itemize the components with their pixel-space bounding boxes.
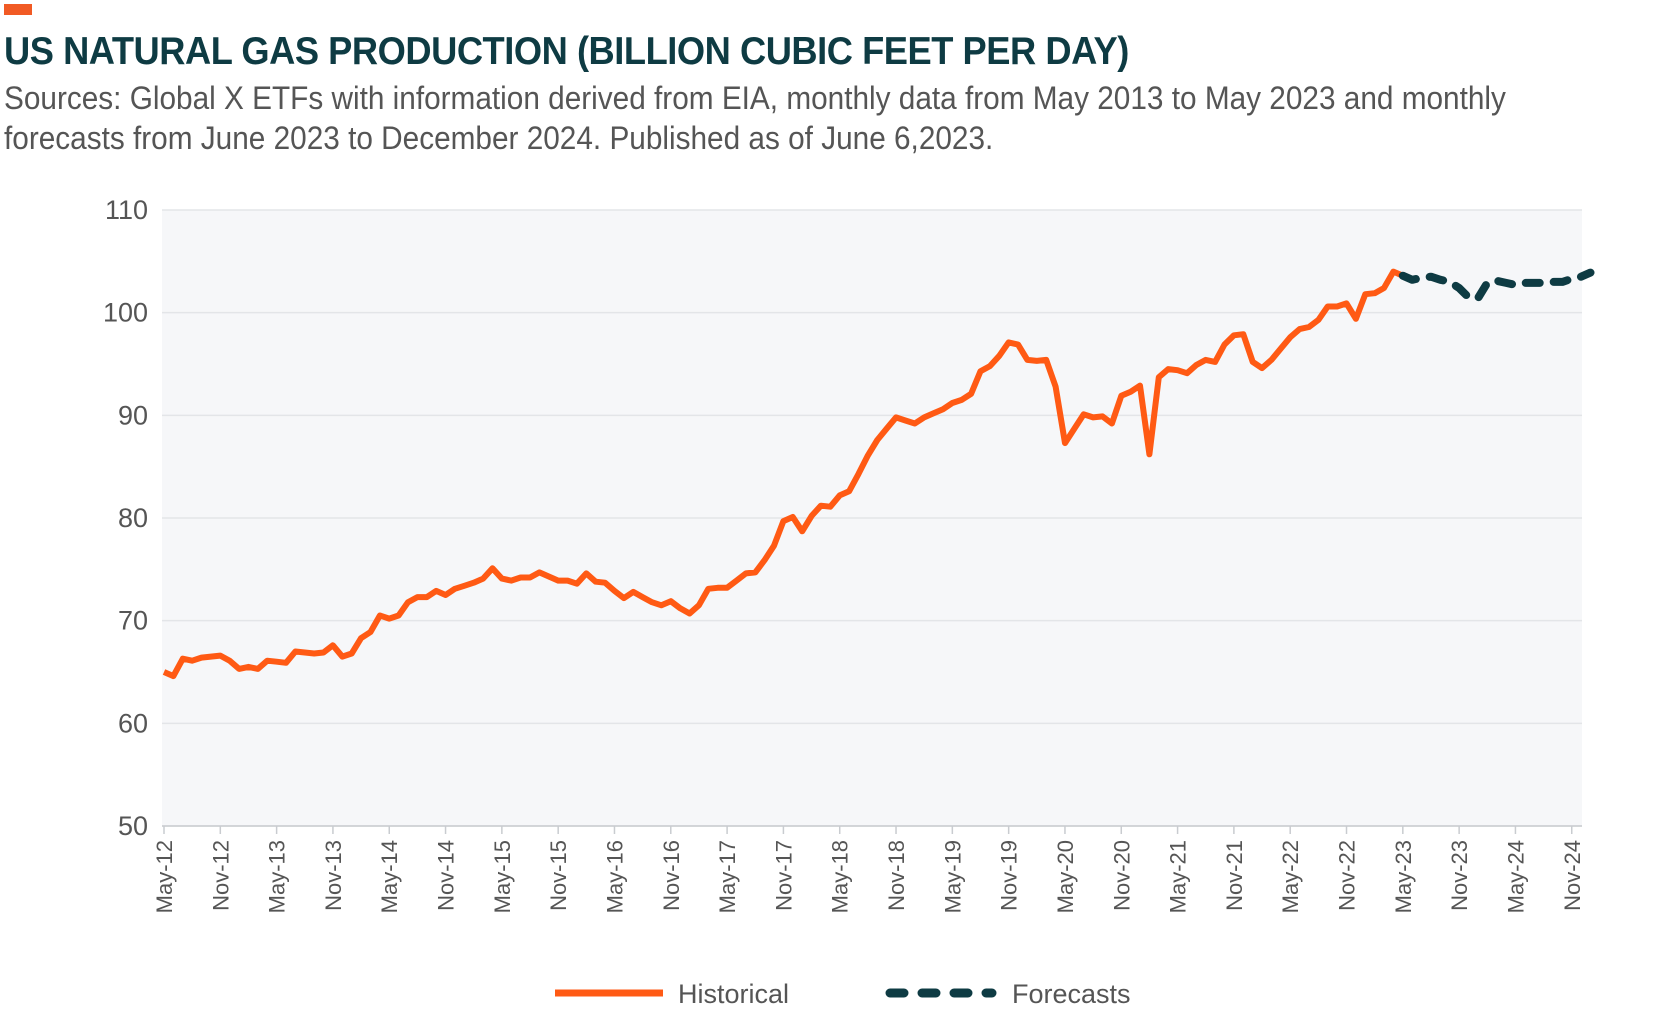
series-line-forecasts (1398, 268, 1595, 303)
x-tick-label: May-23 (1391, 840, 1416, 913)
x-tick-label: May-18 (828, 840, 853, 913)
x-tick-label: Nov-15 (546, 840, 571, 911)
series-line-historical (162, 268, 1404, 680)
x-tick-label: Nov-18 (884, 840, 909, 911)
x-tick-label: May-16 (602, 840, 627, 913)
y-tick-label: 100 (103, 298, 148, 328)
x-tick-label: Nov-17 (771, 840, 796, 911)
y-tick-label: 50 (118, 811, 148, 841)
x-tick-label: Nov-12 (208, 840, 233, 911)
x-tick-label: May-13 (265, 840, 290, 913)
x-tick-label: May-22 (1278, 840, 1303, 913)
y-tick-label: 90 (118, 400, 148, 430)
x-tick-label: May-17 (715, 840, 740, 913)
x-tick-label: Nov-16 (659, 840, 684, 911)
x-tick-label: Nov-14 (434, 840, 459, 911)
x-tick-label: Nov-23 (1447, 840, 1472, 911)
y-tick-label: 110 (105, 195, 148, 225)
x-tick-label: Nov-22 (1335, 840, 1360, 911)
y-tick-label: 60 (118, 708, 148, 738)
legend-label-historical: Historical (678, 979, 789, 1009)
x-tick-label: May-21 (1166, 840, 1191, 913)
y-tick-label: 80 (118, 503, 148, 533)
x-tick-label: May-19 (940, 840, 965, 913)
x-tick-label: May-20 (1053, 840, 1078, 913)
accent-bar (4, 4, 32, 15)
x-tick-label: May-12 (152, 840, 177, 913)
x-tick-label: Nov-21 (1222, 840, 1247, 911)
x-tick-label: Nov-24 (1560, 840, 1585, 911)
x-tick-label: Nov-13 (321, 840, 346, 911)
y-tick-label: 70 (118, 606, 148, 636)
chart-title: US NATURAL GAS PRODUCTION (BILLION CUBIC… (4, 30, 1129, 73)
x-tick-label: May-14 (377, 840, 402, 913)
x-tick-label: Nov-19 (997, 840, 1022, 911)
chart-subtitle: Sources: Global X ETFs with information … (4, 80, 1506, 156)
x-tick-label: Nov-20 (1109, 840, 1134, 911)
x-tick-label: May-15 (490, 840, 515, 913)
x-tick-label: May-24 (1503, 840, 1528, 913)
legend-label-forecasts: Forecasts (1012, 979, 1131, 1009)
